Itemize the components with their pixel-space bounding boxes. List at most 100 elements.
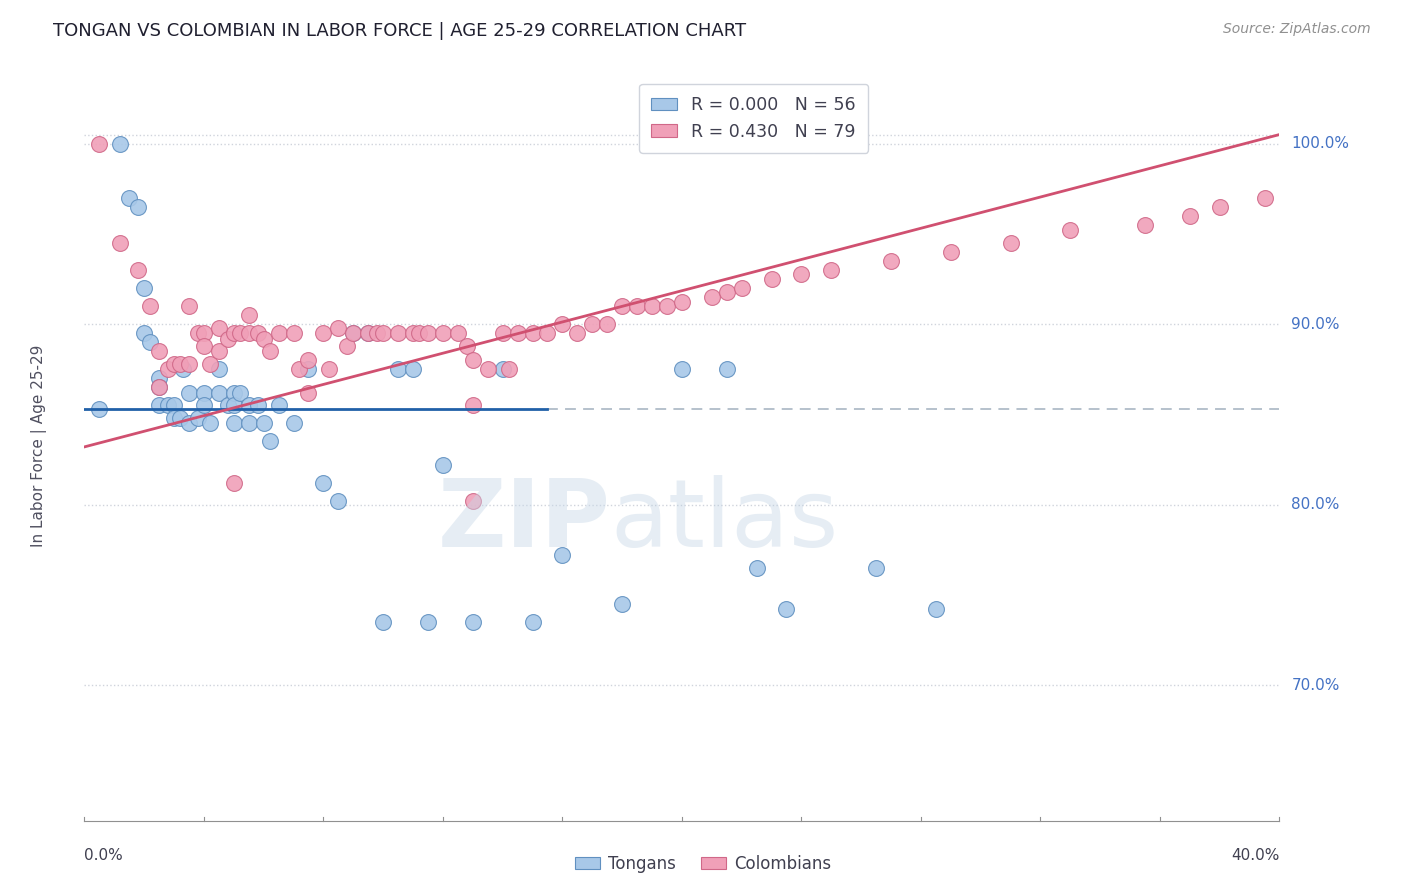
- Point: [187, 326, 209, 340]
- Point: [259, 434, 281, 449]
- Point: [387, 326, 409, 340]
- Point: [551, 317, 574, 331]
- Point: [246, 398, 269, 412]
- Point: [1253, 191, 1275, 205]
- Point: [267, 326, 290, 340]
- Point: [1209, 200, 1232, 214]
- Point: [297, 362, 319, 376]
- Point: [432, 458, 454, 472]
- Text: TONGAN VS COLOMBIAN IN LABOR FORCE | AGE 25-29 CORRELATION CHART: TONGAN VS COLOMBIAN IN LABOR FORCE | AGE…: [53, 22, 747, 40]
- Text: 70.0%: 70.0%: [1292, 678, 1340, 693]
- Point: [148, 344, 170, 359]
- Point: [193, 339, 215, 353]
- Point: [1059, 223, 1081, 237]
- Point: [373, 615, 395, 629]
- Point: [222, 385, 245, 400]
- Point: [208, 362, 231, 376]
- Point: [865, 561, 887, 575]
- Point: [716, 362, 738, 376]
- Point: [402, 362, 425, 376]
- Point: [477, 362, 499, 376]
- Point: [246, 326, 269, 340]
- Point: [357, 326, 380, 340]
- Point: [169, 357, 191, 371]
- Point: [148, 380, 170, 394]
- Point: [89, 402, 111, 417]
- Point: [259, 344, 281, 359]
- Point: [148, 380, 170, 394]
- Point: [366, 326, 388, 340]
- Point: [238, 326, 260, 340]
- Point: [169, 411, 191, 425]
- Point: [132, 281, 156, 295]
- Point: [342, 326, 364, 340]
- Point: [157, 362, 180, 376]
- Point: [342, 326, 364, 340]
- Point: [671, 295, 693, 310]
- Point: [761, 272, 783, 286]
- Point: [612, 299, 634, 313]
- Legend: Tongans, Colombians: Tongans, Colombians: [568, 848, 838, 880]
- Point: [139, 299, 162, 313]
- Point: [596, 317, 619, 331]
- Point: [551, 548, 574, 562]
- Point: [671, 362, 693, 376]
- Point: [222, 326, 245, 340]
- Point: [581, 317, 603, 331]
- Text: 100.0%: 100.0%: [1292, 136, 1350, 151]
- Point: [745, 561, 768, 575]
- Point: [148, 371, 170, 385]
- Point: [163, 411, 186, 425]
- Text: 80.0%: 80.0%: [1292, 497, 1340, 512]
- Point: [461, 398, 484, 412]
- Point: [318, 362, 340, 376]
- Point: [172, 362, 194, 376]
- Point: [208, 385, 231, 400]
- Point: [177, 385, 200, 400]
- Point: [790, 267, 813, 281]
- Point: [567, 326, 589, 340]
- Point: [193, 326, 215, 340]
- Point: [222, 398, 245, 412]
- Point: [461, 615, 484, 629]
- Point: [416, 615, 439, 629]
- Point: [328, 320, 350, 334]
- Point: [163, 357, 186, 371]
- Point: [222, 475, 245, 490]
- Point: [297, 353, 319, 368]
- Point: [1133, 218, 1156, 232]
- Text: Source: ZipAtlas.com: Source: ZipAtlas.com: [1223, 22, 1371, 37]
- Point: [328, 494, 350, 508]
- Point: [253, 332, 276, 346]
- Point: [522, 615, 544, 629]
- Point: [297, 385, 319, 400]
- Point: [1000, 235, 1022, 250]
- Point: [939, 244, 962, 259]
- Point: [228, 385, 252, 400]
- Point: [1178, 209, 1201, 223]
- Point: [408, 326, 430, 340]
- Point: [208, 320, 231, 334]
- Point: [506, 326, 529, 340]
- Point: [925, 602, 948, 616]
- Point: [253, 417, 276, 431]
- Point: [387, 362, 409, 376]
- Point: [641, 299, 664, 313]
- Point: [238, 308, 260, 322]
- Point: [447, 326, 470, 340]
- Point: [820, 263, 842, 277]
- Point: [492, 362, 515, 376]
- Text: atlas: atlas: [610, 475, 838, 567]
- Point: [157, 398, 180, 412]
- Point: [288, 362, 311, 376]
- Point: [177, 357, 200, 371]
- Point: [222, 417, 245, 431]
- Point: [208, 344, 231, 359]
- Point: [127, 200, 149, 214]
- Point: [336, 339, 359, 353]
- Point: [193, 385, 215, 400]
- Point: [461, 353, 484, 368]
- Text: 40.0%: 40.0%: [1232, 847, 1279, 863]
- Point: [163, 398, 186, 412]
- Point: [217, 332, 239, 346]
